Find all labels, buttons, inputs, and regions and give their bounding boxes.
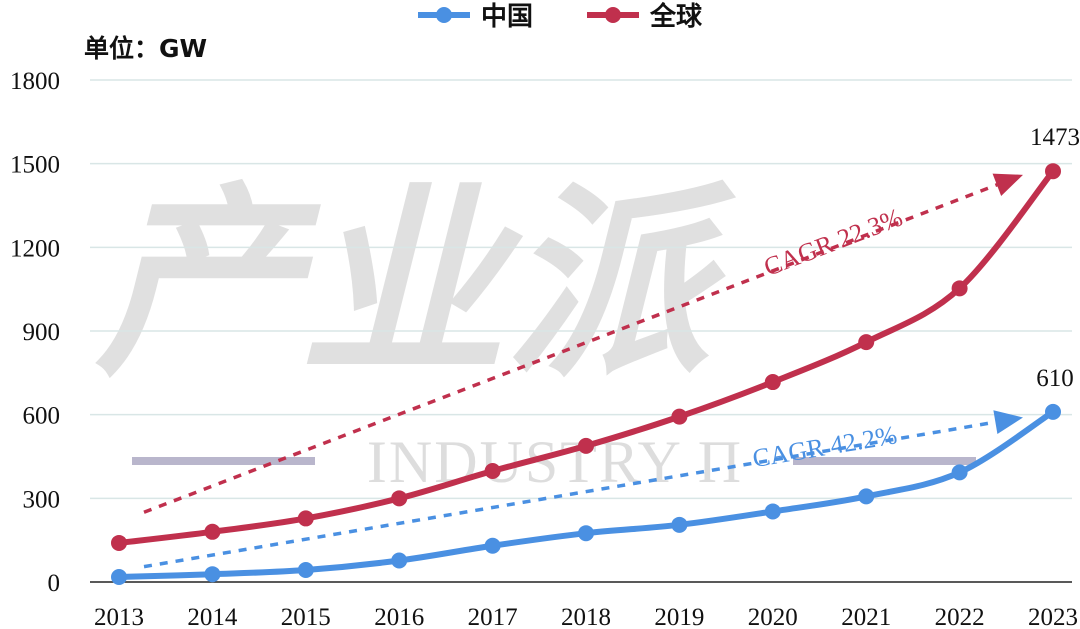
y-tick-label-1800: 1800 [10, 68, 60, 95]
x-tick-label-2015: 2015 [281, 604, 331, 629]
point-global-2021 [858, 334, 875, 351]
end-label-global: 1473 [1030, 124, 1080, 151]
point-global-2018 [578, 437, 594, 454]
series-line-global [116, 168, 1056, 546]
y-tick-label-600: 600 [23, 403, 61, 430]
x-tick-label-2013: 2013 [94, 604, 144, 629]
point-global-2016 [391, 490, 408, 507]
point-global-2013 [111, 534, 127, 551]
x-tick-label-2020: 2020 [748, 604, 798, 629]
x-axis: 2013 2014 2015 2016 2017 2018 2019 2020 2021 2022… [94, 604, 1078, 629]
series-layer: 610 1473 [111, 124, 1080, 585]
point-china-2014 [204, 566, 221, 583]
legend-marker-global [605, 7, 621, 23]
legend: 中国 全球 [418, 1, 703, 32]
series-china: 610 [111, 365, 1074, 585]
point-global-2015 [297, 510, 314, 527]
legend-item-global[interactable]: 全球 [587, 1, 703, 32]
point-global-2020 [764, 374, 781, 391]
point-global-2022 [951, 280, 968, 297]
x-tick-label-2017: 2017 [468, 604, 518, 629]
cagr-label-global: CAGR 22.3% [760, 203, 907, 282]
watermark-bar-left [132, 457, 315, 465]
point-global-2019 [671, 408, 688, 425]
watermark: 产业派 INDUSTRY Π [95, 166, 976, 495]
cagr-label-china: CAGR 42.2% [750, 420, 899, 473]
y-tick-label-1200: 1200 [10, 235, 60, 262]
point-china-2021 [858, 488, 875, 505]
unit-label: 单位：GW [84, 34, 207, 63]
gridlines [90, 79, 1072, 583]
legend-label-china: 中国 [481, 2, 533, 32]
y-axis: 0 300 600 900 1200 1500 1800 [10, 68, 60, 597]
x-tick-label-2019: 2019 [654, 604, 704, 629]
legend-label-global: 全球 [649, 1, 703, 32]
point-china-2016 [391, 552, 408, 569]
x-tick-label-2016: 2016 [374, 604, 424, 629]
x-tick-label-2022: 2022 [935, 604, 985, 629]
legend-item-china[interactable]: 中国 [418, 2, 533, 32]
point-china-2023 [1045, 403, 1061, 420]
point-china-2015 [297, 562, 314, 579]
point-china-2020 [764, 503, 781, 520]
point-global-2023 [1045, 163, 1061, 180]
y-tick-label-0: 0 [48, 570, 61, 597]
point-china-2013 [111, 568, 127, 585]
point-global-2014 [204, 523, 221, 540]
point-china-2022 [951, 464, 968, 481]
watermark-cn: 产业派 [95, 166, 737, 404]
cagr-trend-line-china [143, 419, 1004, 569]
y-tick-label-300: 300 [23, 486, 61, 513]
x-tick-label-2021: 2021 [841, 604, 891, 629]
watermark-en: INDUSTRY Π [367, 429, 743, 495]
y-tick-label-1500: 1500 [10, 152, 60, 179]
cagr-arrowhead-global [992, 173, 1023, 197]
x-tick-label-2014: 2014 [187, 604, 238, 629]
x-tick-label-2023: 2023 [1028, 604, 1078, 629]
cagr-arrowhead-china [993, 410, 1023, 434]
point-china-2019 [671, 516, 688, 533]
point-china-2018 [578, 525, 594, 542]
x-tick-label-2018: 2018 [561, 604, 611, 629]
legend-marker-china [436, 7, 452, 23]
watermark-bar-right [793, 457, 976, 465]
point-global-2017 [484, 463, 501, 480]
y-tick-label-900: 900 [23, 319, 61, 346]
point-china-2017 [484, 537, 501, 554]
end-label-china: 610 [1036, 365, 1074, 392]
series-global: 1473 [111, 124, 1080, 551]
